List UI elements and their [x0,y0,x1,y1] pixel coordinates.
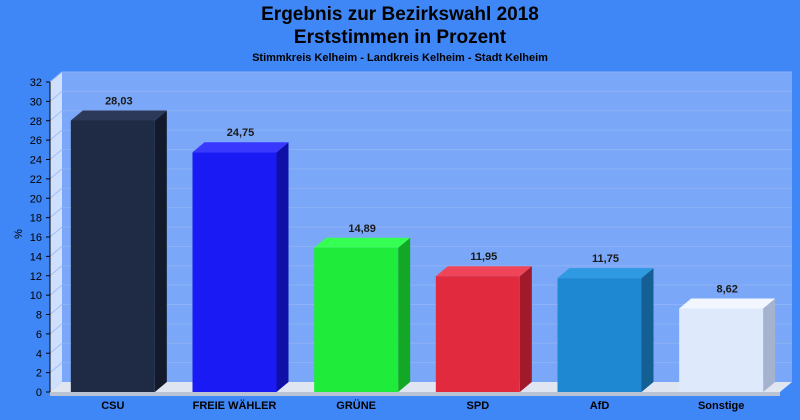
grid-line-diag [49,226,63,238]
grid-line-diag [49,323,63,335]
x-axis-categories: CSU FREIE WÄHLER GRÜNE SPD AfD Sonstige [101,399,744,412]
grid-line-diag [49,90,63,102]
y-tick-label: 20 [30,193,42,205]
data-label: 11,75 [592,253,619,265]
chart-title-line2: Erststimmen in Prozent [293,27,507,48]
grid-lines [49,71,792,374]
grid-line-diag [49,71,63,83]
y-tick-label: 24 [30,155,42,167]
y-tick-label: 10 [30,290,42,302]
y-tick-label: 12 [30,271,42,283]
y-tick-label: 22 [30,174,42,186]
bar-top [70,110,167,121]
data-label: 11,95 [470,251,497,263]
bar [435,276,520,392]
bar-side [763,298,776,392]
bar-sonstige: 8,62 [679,283,776,392]
bar-top [192,142,289,153]
bar-side [154,110,167,392]
y-tick-label: 2 [36,368,42,380]
bar-spd: 11,95 [435,251,532,392]
bars: 28,03 24,75 14,89 11,95 11,75 8,62 [70,95,776,392]
category-label: GRÜNE [336,399,376,412]
grid-line-diag [49,342,63,354]
bar-top [435,266,532,277]
grid-line-diag [49,149,63,160]
grid-line-diag [49,129,63,141]
y-tick-label: 6 [36,329,42,341]
category-label: SPD [467,400,490,412]
category-label: AfD [590,400,610,412]
data-label: 24,75 [227,127,255,139]
bar-side [519,266,532,392]
bar-grüne: 14,89 [314,223,411,392]
bar-afd: 11,75 [557,253,654,392]
bar [679,308,764,392]
bar-top [557,268,654,279]
bar-top [679,298,776,309]
bar [192,152,277,392]
grid-line-diag [49,110,63,122]
y-tick-label: 8 [36,310,42,322]
grid-line-diag [49,207,63,219]
plot-floor-edge [50,392,780,396]
bar [70,120,155,392]
y-tick-label: 18 [30,213,42,225]
bar-freie-wähler: 24,75 [192,127,289,392]
chart-title-line1: Ergebnis zur Bezirkswahl 2018 [261,4,539,25]
grid-line-diag [49,362,63,374]
data-label: 14,89 [348,223,376,235]
bar-side [641,268,654,392]
bar-top [314,237,411,248]
grid-line-diag [49,168,63,180]
y-tick-label: 32 [30,77,42,89]
grid-line-diag [49,187,63,199]
y-tick-label: 4 [36,348,42,360]
category-label: CSU [101,400,124,412]
chart-titles: Ergebnis zur Bezirkswahl 2018 Erststimme… [0,0,800,64]
bar-csu: 28,03 [70,95,167,392]
data-label: 8,62 [716,283,737,295]
chart-subtitle: Stimmkreis Kelheim - Landkreis Kelheim -… [252,52,548,64]
bar-side [398,237,411,392]
y-axis-label: % [13,229,25,239]
category-label: FREIE WÄHLER [193,399,277,412]
y-tick-label: 26 [30,135,42,147]
grid-line-diag [49,284,63,296]
y-tick-label: 16 [30,232,42,244]
bar [557,278,642,392]
grid-line-diag [49,245,63,257]
data-label: 28,03 [105,95,133,107]
y-tick-label: 30 [30,96,42,108]
y-tick-label: 0 [36,387,42,399]
grid-line-diag [49,304,63,315]
bar [314,247,399,392]
category-label: Sonstige [698,400,744,412]
y-tick-label: 14 [30,251,42,263]
bar-side [276,142,289,392]
y-tick-label: 28 [30,116,42,128]
grid-line-diag [49,265,63,277]
